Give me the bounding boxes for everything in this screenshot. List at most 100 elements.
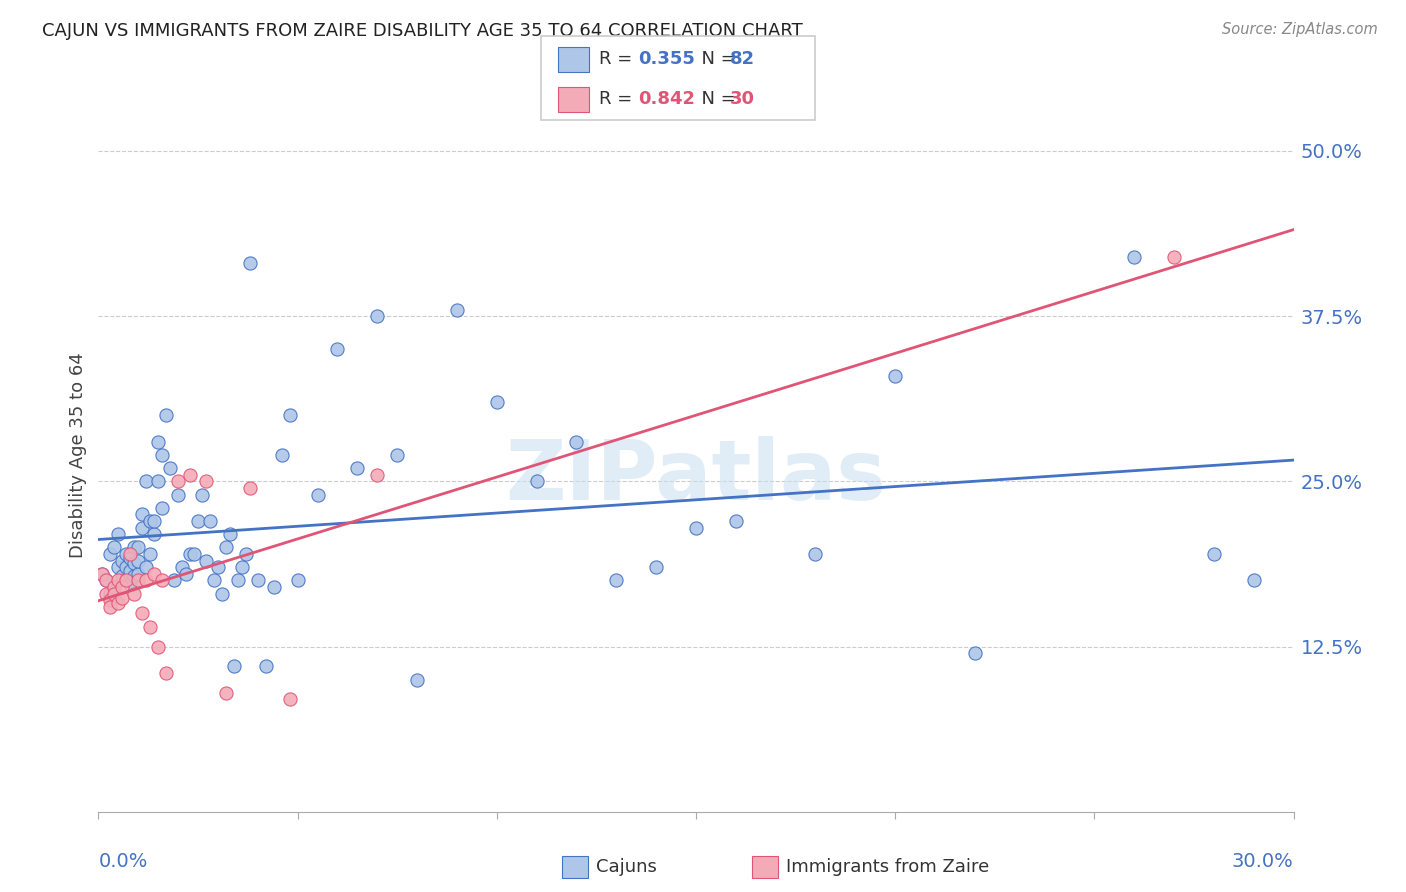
Point [159, 461, 181, 475]
Point [120, 564, 142, 578]
Text: 0.0%: 0.0% [98, 852, 148, 871]
Point [963, 646, 986, 660]
Point [346, 461, 368, 475]
Point [115, 547, 138, 561]
Point [263, 580, 285, 594]
Point [127, 574, 149, 588]
Point [198, 514, 221, 528]
Point [526, 475, 548, 489]
Point [167, 487, 190, 501]
Point [115, 574, 138, 588]
Point [191, 487, 214, 501]
Point [143, 566, 166, 581]
Point [100, 599, 122, 614]
Point [179, 467, 201, 482]
Point [107, 527, 129, 541]
Point [884, 368, 907, 383]
Point [645, 560, 668, 574]
Text: N =: N = [690, 90, 742, 108]
Point [103, 580, 125, 594]
Point [131, 508, 153, 522]
Point [1163, 250, 1185, 264]
Point [179, 547, 201, 561]
Point [150, 448, 173, 462]
Point [107, 596, 129, 610]
Point [124, 569, 146, 583]
Point [211, 587, 233, 601]
Text: Source: ZipAtlas.com: Source: ZipAtlas.com [1222, 22, 1378, 37]
Point [111, 554, 134, 568]
Point [139, 620, 162, 634]
Point [135, 475, 157, 489]
Text: CAJUN VS IMMIGRANTS FROM ZAIRE DISABILITY AGE 35 TO 64 CORRELATION CHART: CAJUN VS IMMIGRANTS FROM ZAIRE DISABILIT… [42, 22, 803, 40]
Point [100, 587, 122, 601]
Point [131, 520, 153, 534]
Point [605, 574, 627, 588]
Point [174, 566, 197, 581]
Point [139, 547, 162, 561]
Point [1243, 574, 1265, 588]
Point [307, 487, 329, 501]
Text: 30: 30 [730, 90, 755, 108]
Point [103, 541, 125, 555]
Point [100, 593, 122, 607]
Point [115, 574, 138, 588]
Point [124, 587, 146, 601]
Point [131, 607, 153, 621]
Point [96, 587, 118, 601]
Point [239, 481, 262, 495]
Point [485, 395, 508, 409]
Point [226, 574, 249, 588]
Point [120, 577, 142, 591]
Point [135, 574, 157, 588]
Text: ZIPatlas: ZIPatlas [506, 436, 886, 516]
Point [326, 342, 349, 356]
Y-axis label: Disability Age 35 to 64: Disability Age 35 to 64 [69, 352, 87, 558]
Point [270, 448, 292, 462]
Text: 30.0%: 30.0% [1232, 852, 1294, 871]
Point [139, 514, 162, 528]
Point [148, 640, 170, 654]
Point [231, 560, 253, 574]
Point [215, 541, 238, 555]
Point [143, 514, 166, 528]
Point [111, 569, 134, 583]
Point [111, 580, 134, 594]
Text: Cajuns: Cajuns [596, 858, 657, 876]
Point [127, 566, 149, 581]
Point [1123, 250, 1146, 264]
Point [127, 554, 149, 568]
Point [278, 692, 301, 706]
Point [124, 541, 146, 555]
Point [148, 434, 170, 449]
Point [246, 574, 269, 588]
Point [187, 514, 209, 528]
Point [163, 574, 186, 588]
Point [207, 560, 229, 574]
Point [195, 554, 218, 568]
Point [215, 686, 238, 700]
Point [235, 547, 257, 561]
Point [107, 560, 129, 574]
Point [685, 520, 707, 534]
Point [385, 448, 409, 462]
Text: R =: R = [599, 90, 638, 108]
Point [366, 309, 388, 323]
Point [239, 256, 262, 270]
Point [111, 591, 134, 605]
Point [100, 547, 122, 561]
Point [150, 500, 173, 515]
Point [150, 574, 173, 588]
Point [91, 566, 114, 581]
Point [1202, 547, 1225, 561]
Point [120, 547, 142, 561]
Point [195, 475, 218, 489]
Point [135, 560, 157, 574]
Point [565, 434, 588, 449]
Point [148, 475, 170, 489]
Text: N =: N = [690, 51, 742, 69]
Point [143, 527, 166, 541]
Point [804, 547, 827, 561]
Text: 0.355: 0.355 [638, 51, 695, 69]
Point [91, 566, 114, 581]
